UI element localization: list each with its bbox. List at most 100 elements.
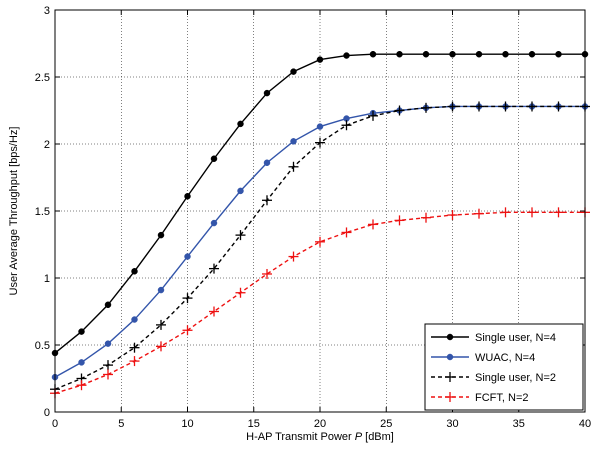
data-point <box>78 359 85 366</box>
data-point <box>182 325 193 336</box>
data-point <box>235 230 246 241</box>
data-point <box>396 50 403 58</box>
data-point <box>369 50 377 58</box>
data-point <box>421 212 431 223</box>
data-point <box>157 286 165 294</box>
data-point <box>76 380 87 391</box>
data-point <box>500 101 511 112</box>
data-point <box>315 137 325 148</box>
data-point <box>343 52 350 59</box>
data-point <box>184 253 191 260</box>
legend: Single user, N=4 WUAC, N=4 Single user, N=… <box>424 323 584 411</box>
data-point <box>235 287 246 298</box>
data-point <box>394 105 405 116</box>
legend-label: Single user, N=2 <box>475 372 556 384</box>
series-lines <box>50 50 590 399</box>
data-point <box>263 89 271 97</box>
x-tick-label: 20 <box>314 418 326 430</box>
x-tick-label: 25 <box>380 418 392 430</box>
data-point <box>474 101 484 112</box>
legend-marker <box>445 392 455 402</box>
data-point <box>131 268 138 275</box>
legend-label: FCFT, N=2 <box>475 392 528 404</box>
data-point <box>553 101 564 112</box>
data-point <box>447 210 458 221</box>
legend-item: Single user, N=2 <box>431 372 556 384</box>
series-line <box>54 211 585 394</box>
data-point <box>129 342 140 353</box>
data-point <box>209 306 219 317</box>
legend-item: FCFT, N=2 <box>431 392 528 404</box>
data-point <box>475 50 483 58</box>
y-tick-label: 3 <box>44 5 50 17</box>
series-3 <box>50 207 590 399</box>
data-point <box>474 208 484 219</box>
data-point <box>131 316 138 323</box>
data-point <box>447 101 458 112</box>
x-tick-label: 35 <box>513 418 525 430</box>
data-point <box>157 231 165 239</box>
y-tick-label: 2.5 <box>35 72 50 84</box>
data-point <box>263 159 271 167</box>
data-point <box>209 263 219 274</box>
data-point <box>316 123 324 130</box>
data-point <box>237 187 244 195</box>
data-point <box>528 50 536 58</box>
x-tick-label: 10 <box>181 418 193 430</box>
data-point <box>288 161 299 172</box>
legend-label: Single user, N=4 <box>475 332 556 344</box>
data-point <box>290 68 297 75</box>
x-tick-label: 30 <box>446 418 458 430</box>
data-point <box>237 120 244 128</box>
data-point <box>184 193 191 200</box>
data-point <box>262 268 272 279</box>
data-point <box>316 56 324 63</box>
data-point <box>527 207 537 218</box>
data-point <box>129 356 140 367</box>
x-tick-label: 0 <box>52 418 58 430</box>
legend-marker <box>446 333 454 341</box>
data-point <box>156 341 166 352</box>
legend-marker <box>445 372 455 382</box>
data-point <box>104 301 112 309</box>
legend-marker <box>446 353 454 361</box>
legend-item: Single user, N=4 <box>431 332 556 344</box>
data-point <box>78 328 85 335</box>
axis-ticks: 0 5 10 15 20 25 30 35 40 0 0.5 1 1.5 2 2.5 3 <box>35 5 591 430</box>
x-tick-label: 5 <box>118 418 124 430</box>
y-tick-label: 0 <box>44 407 50 419</box>
legend-item: WUAC, N=4 <box>431 352 535 364</box>
data-point <box>341 120 352 131</box>
x-axis-label: H-AP Transmit Power P [dBm] <box>246 431 394 443</box>
data-point <box>553 207 564 218</box>
y-tick-label: 1 <box>44 273 50 285</box>
data-point <box>103 360 113 371</box>
data-point <box>288 251 299 262</box>
data-point <box>368 219 378 230</box>
data-point <box>210 155 218 162</box>
data-point <box>341 227 352 238</box>
data-point <box>500 207 511 218</box>
data-point <box>394 215 405 226</box>
data-point <box>290 138 297 145</box>
data-point <box>421 102 431 113</box>
y-axis-label: User Average Throughput [bps/Hz] <box>8 127 20 296</box>
series-line <box>54 53 585 354</box>
data-point <box>422 50 430 58</box>
x-tick-label: 15 <box>248 418 260 430</box>
data-point <box>368 110 378 121</box>
legend-label: WUAC, N=4 <box>475 352 535 364</box>
y-tick-label: 1.5 <box>35 206 50 218</box>
data-point <box>502 50 509 58</box>
data-point <box>262 195 272 206</box>
data-point <box>182 293 193 304</box>
data-point <box>156 319 166 330</box>
data-point <box>210 219 218 227</box>
data-point <box>527 101 537 112</box>
y-tick-label: 0.5 <box>35 340 50 352</box>
data-point <box>555 50 562 58</box>
x-tick-label: 40 <box>579 418 591 430</box>
data-point <box>103 369 113 380</box>
